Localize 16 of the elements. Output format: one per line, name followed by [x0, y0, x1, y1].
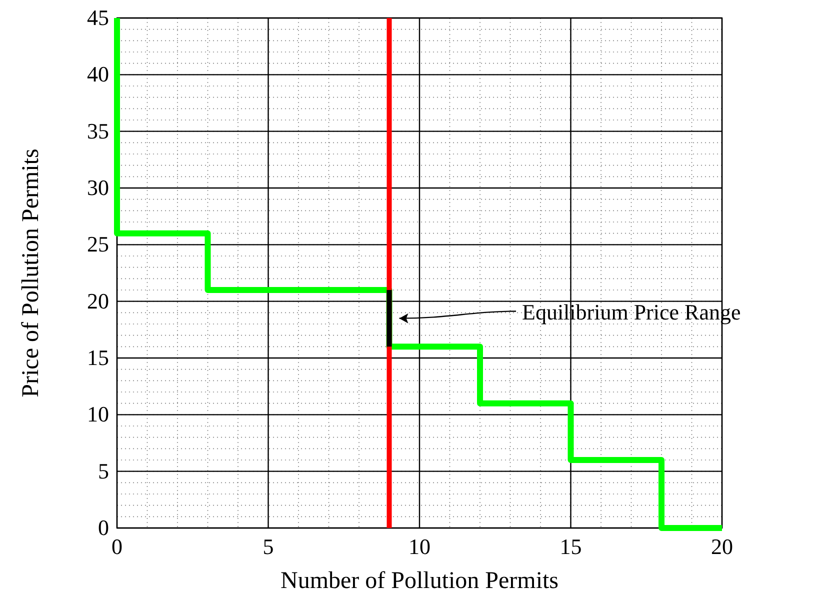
x-tick-label: 20: [711, 534, 733, 559]
y-tick-label: 25: [87, 232, 109, 257]
y-tick-label: 35: [87, 118, 109, 144]
y-tick-label: 5: [98, 458, 109, 484]
y-tick-label: 0: [98, 515, 109, 540]
y-tick-label: 45: [87, 5, 109, 30]
x-axis-title: Number of Pollution Permits: [280, 568, 558, 594]
y-tick-label: 40: [87, 62, 109, 87]
y-tick-label: 30: [87, 175, 109, 200]
x-tick-label: 5: [262, 534, 274, 559]
y-tick-label: 20: [87, 288, 109, 314]
y-tick-label: 15: [87, 345, 109, 370]
y-tick-label: 10: [87, 402, 109, 427]
x-tick-label: 15: [560, 534, 582, 559]
x-tick-label: 10: [408, 534, 430, 559]
y-axis-title: Price of Pollution Permits: [18, 148, 44, 398]
